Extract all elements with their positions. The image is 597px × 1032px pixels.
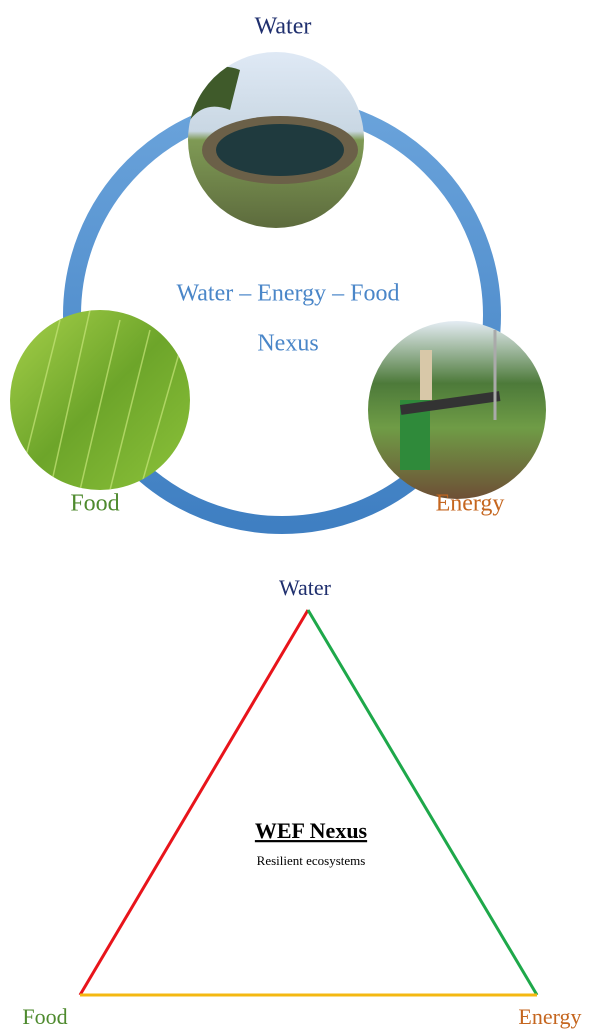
node-label: Energy bbox=[518, 1004, 581, 1029]
energy-photo bbox=[368, 321, 546, 499]
food-photo bbox=[10, 310, 190, 490]
center-text: Water – Energy – Food bbox=[177, 281, 400, 307]
node-label: Food bbox=[70, 491, 119, 517]
node-label: Water bbox=[279, 575, 332, 600]
center-text: Nexus bbox=[257, 331, 318, 357]
triangle-edge bbox=[80, 610, 308, 995]
triangle-subtitle: Resilient ecosystems bbox=[257, 853, 366, 868]
water-photo bbox=[188, 52, 364, 228]
node-label: Energy bbox=[436, 491, 505, 517]
page: Water Food Energy Water – Energy – Food … bbox=[0, 0, 597, 1032]
node-label: Food bbox=[22, 1004, 67, 1029]
triangle-title: WEF Nexus bbox=[255, 818, 368, 843]
node-label: Water bbox=[255, 14, 312, 40]
triangle-edge bbox=[308, 610, 537, 995]
